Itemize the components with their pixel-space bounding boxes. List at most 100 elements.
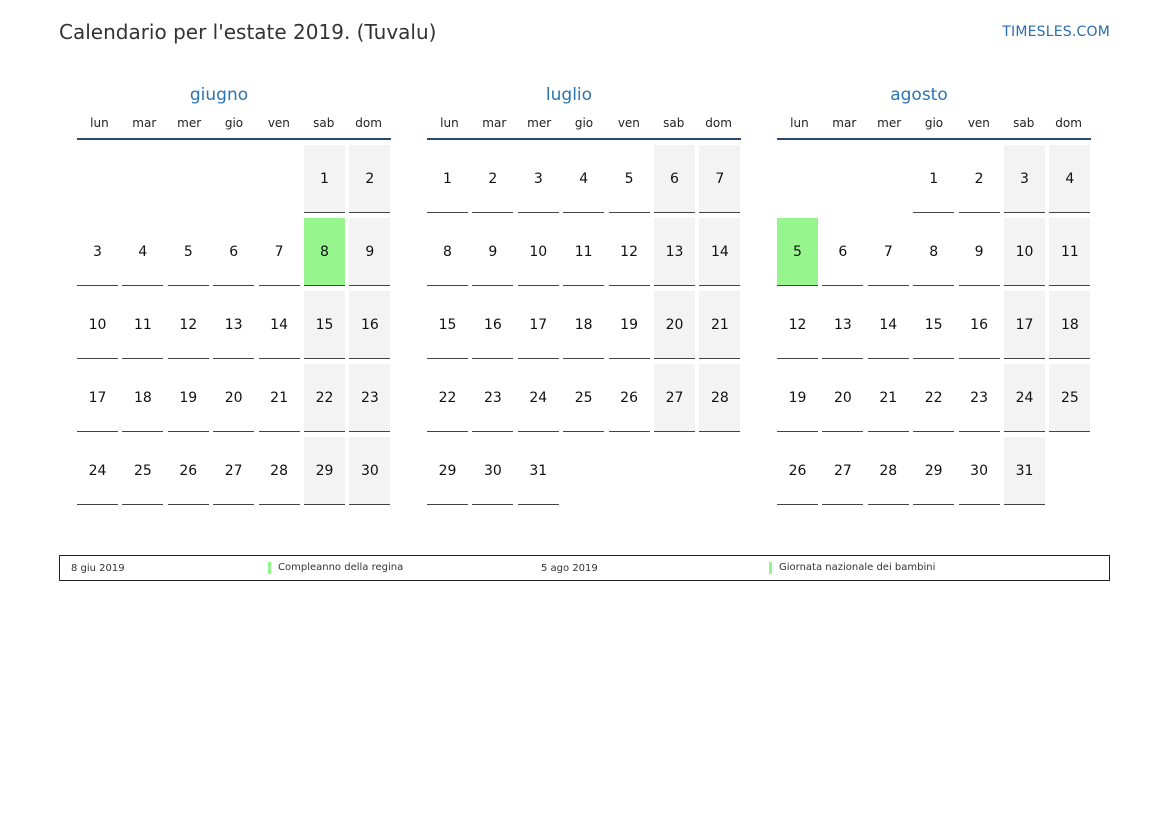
day-cell: 25 — [1049, 364, 1091, 432]
legend-date-1: 8 giu 2019 — [71, 563, 125, 574]
month-luglio: luglio lun mar mer gio ven sab dom 1 2 3 4 5 6 7 8 9 10 11… — [409, 82, 741, 505]
day-cell: 21 — [699, 291, 741, 359]
month-title: giugno — [189, 85, 249, 105]
weekday-header: lun mar mer gio ven sab dom — [777, 113, 1091, 140]
day-cell: 20 — [822, 364, 864, 432]
day-cell: 18 — [122, 364, 164, 432]
day-cell: 4 — [122, 218, 164, 286]
day-cell: 29 — [304, 437, 345, 505]
day-cell: 6 — [822, 218, 864, 286]
day-cell: 14 — [699, 218, 741, 286]
weekday-label: ven — [967, 116, 990, 130]
day-cell: 20 — [654, 291, 695, 359]
day-cell: 6 — [654, 145, 695, 213]
day-cell: 24 — [77, 437, 118, 505]
weekday-label: lun — [90, 116, 109, 130]
day-cell: 28 — [699, 364, 741, 432]
day-cell: 19 — [777, 364, 818, 432]
day-cell-holiday: 5 — [777, 218, 818, 286]
weekday-label: dom — [705, 116, 732, 130]
weekday-label: mar — [482, 116, 507, 130]
day-cell: 22 — [304, 364, 345, 432]
day-cell: 3 — [517, 145, 559, 213]
day-cell: 1 — [427, 145, 468, 213]
month-agosto: agosto lun mar mer gio ven sab dom 1 2 3 4 5 6 7 8 9 10 11… — [759, 82, 1091, 505]
day-cell: 16 — [958, 291, 1000, 359]
day-cell: 23 — [958, 364, 1000, 432]
day-cell: 15 — [913, 291, 955, 359]
day-cell: 13 — [213, 291, 255, 359]
day-cell: 7 — [258, 218, 300, 286]
legend-date-2: 5 ago 2019 — [541, 563, 598, 574]
day-cell: 9 — [958, 218, 1000, 286]
day-cell: 18 — [563, 291, 605, 359]
day-cell: 30 — [472, 437, 514, 505]
day-cell: 29 — [427, 437, 468, 505]
day-cell: 9 — [472, 218, 514, 286]
day-cell: 23 — [349, 364, 391, 432]
day-cell: 10 — [77, 291, 118, 359]
day-cell: 26 — [777, 437, 818, 505]
day-cell: 18 — [1049, 291, 1091, 359]
weekday-label: mar — [132, 116, 157, 130]
day-cell: 21 — [867, 364, 909, 432]
day-cell: 11 — [1049, 218, 1091, 286]
day-cell: 4 — [563, 145, 605, 213]
day-cell: 14 — [867, 291, 909, 359]
day-cell: 23 — [472, 364, 514, 432]
day-cell: 13 — [654, 218, 695, 286]
day-cell: 7 — [867, 218, 909, 286]
day-cell: 17 — [77, 364, 118, 432]
day-cell: 12 — [777, 291, 818, 359]
holiday-legend: 8 giu 2019 Compleanno della regina 5 ago… — [59, 555, 1110, 581]
day-cell: 5 — [167, 218, 209, 286]
day-cell: 12 — [167, 291, 209, 359]
day-cell: 9 — [349, 218, 391, 286]
day-cell: 14 — [258, 291, 300, 359]
day-grid: 1 2 3 4 5 6 7 8 9 10 11 12 13 14 15 16 17 18 19 20 21 22 23 24 2… — [427, 140, 747, 505]
day-cell: 30 — [958, 437, 1000, 505]
day-cell: 24 — [517, 364, 559, 432]
day-cell: 20 — [213, 364, 255, 432]
month-title: luglio — [545, 85, 593, 105]
day-cell: 4 — [1049, 145, 1091, 213]
day-cell: 27 — [654, 364, 695, 432]
day-cell: 12 — [608, 218, 650, 286]
weekday-label: sab — [663, 116, 685, 130]
day-cell: 1 — [304, 145, 345, 213]
day-cell: 2 — [958, 145, 1000, 213]
weekday-label: mar — [832, 116, 857, 130]
weekday-label: lun — [790, 116, 809, 130]
weekday-label: dom — [355, 116, 382, 130]
weekday-label: sab — [1013, 116, 1035, 130]
weekday-label: mer — [527, 116, 552, 130]
day-cell: 16 — [349, 291, 391, 359]
day-cell: 31 — [517, 437, 559, 505]
day-cell: 8 — [913, 218, 955, 286]
weekday-header: lun mar mer gio ven sab dom — [77, 113, 391, 140]
legend-holiday-1: Compleanno della regina — [268, 562, 403, 574]
month-giugno: giugno lun mar mer gio ven sab dom 1 2 3 4 5 6 7 8 9 10 11… — [59, 82, 391, 505]
month-title: agosto — [890, 85, 948, 105]
weekday-label: sab — [313, 116, 335, 130]
day-cell: 6 — [213, 218, 255, 286]
day-cell: 15 — [427, 291, 468, 359]
day-cell: 2 — [349, 145, 391, 213]
day-cell: 17 — [1004, 291, 1045, 359]
day-cell: 29 — [913, 437, 955, 505]
day-cell: 27 — [822, 437, 864, 505]
day-cell: 2 — [472, 145, 514, 213]
day-cell: 22 — [913, 364, 955, 432]
day-cell-holiday: 8 — [304, 218, 345, 286]
weekday-header: lun mar mer gio ven sab dom — [427, 113, 741, 140]
site-link[interactable]: TIMESLES.COM — [1002, 24, 1110, 40]
day-cell: 16 — [472, 291, 514, 359]
day-cell: 26 — [167, 437, 209, 505]
weekday-label: mer — [177, 116, 202, 130]
day-cell: 5 — [608, 145, 650, 213]
day-cell: 25 — [122, 437, 164, 505]
day-cell: 11 — [563, 218, 605, 286]
day-cell: 17 — [517, 291, 559, 359]
weekday-label: lun — [440, 116, 459, 130]
day-cell: 10 — [517, 218, 559, 286]
